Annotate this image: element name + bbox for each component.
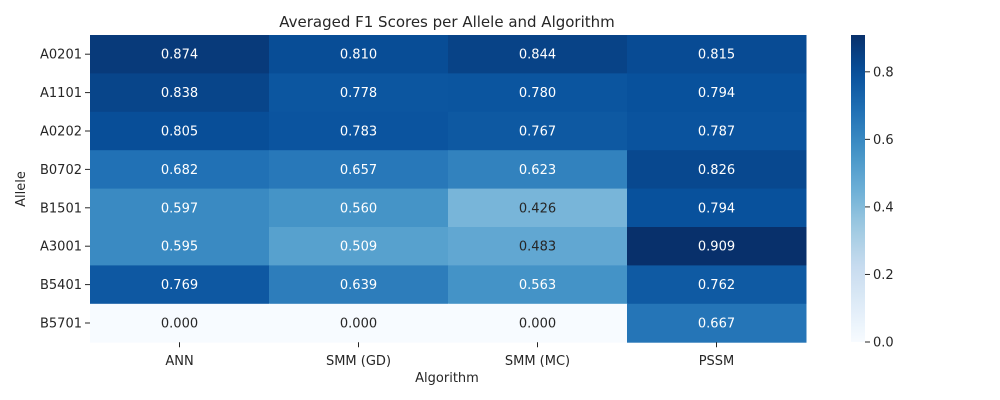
cell-value-label: 0.805 [161,125,198,140]
cell-value-label: 0.682 [161,163,198,178]
cell-value-label: 0.000 [161,317,198,332]
heatmap-cell [269,111,449,151]
colorbar-tick-label: 0.0 [873,336,894,351]
colorbar-tick-label: 0.2 [873,268,894,283]
row-label: B1501 [40,201,82,216]
colorbar [851,35,865,342]
heatmap-cell [90,73,270,113]
row-label: B5401 [40,278,82,293]
cell-value-label: 0.844 [519,48,556,63]
cell-value-label: 0.000 [519,317,556,332]
heatmap-cell [448,227,628,266]
cell-value-label: 0.657 [340,163,377,178]
cell-value-label: 0.909 [698,240,735,255]
cell-value-label: 0.623 [519,163,556,178]
cell-value-label: 0.509 [340,240,377,255]
heatmap-cell [90,111,270,151]
chart-title: Averaged F1 Scores per Allele and Algori… [279,13,615,31]
cell-value-label: 0.639 [340,278,377,293]
heatmap-cell [448,303,628,343]
y-axis-label: Allele [14,171,29,207]
cell-value-label: 0.560 [340,201,377,216]
cell-value-label: 0.815 [698,48,735,63]
cell-value-label: 0.769 [161,278,198,293]
cell-value-label: 0.595 [161,240,198,255]
cell-value-label: 0.794 [698,201,735,216]
row-label: B5701 [40,317,82,332]
x-axis-label: Algorithm [415,371,479,386]
colorbar-tick-label: 0.4 [873,200,894,215]
heatmap-cell [269,35,449,74]
cell-value-label: 0.787 [698,125,735,140]
heatmap-cell [627,150,807,190]
heatmap-cell [627,265,807,305]
cell-value-label: 0.597 [161,201,198,216]
cell-value-label: 0.780 [519,86,556,101]
heatmap-cell [90,35,270,74]
colorbar-tick-label: 0.6 [873,133,894,148]
row-label: A1101 [40,86,82,101]
cell-value-label: 0.767 [519,125,556,140]
column-label: PSSM [699,354,735,369]
column-label: SMM (MC) [505,354,570,369]
heatmap-cell [90,265,270,305]
heatmap-cell [627,303,807,343]
heatmap-cell [269,227,449,266]
heatmap-cells: 0.874 0.810 0.844 0.815 0.838 0.778 0.780 0.794… [90,35,807,343]
cell-value-label: 0.810 [340,48,377,63]
heatmap-cell [627,35,807,74]
cell-value-label: 0.794 [698,86,735,101]
cell-value-label: 0.762 [698,278,735,293]
heatmap-cell [448,150,628,190]
heatmap-cell [448,265,628,305]
heatmap-cell [269,265,449,305]
heatmap-cell [448,188,628,228]
row-label: A0202 [40,125,82,140]
heatmap-cell [90,188,270,228]
row-label: A0201 [40,48,82,63]
heatmap-cell [90,303,270,343]
heatmap-cell [269,188,449,228]
column-label: ANN [165,354,193,369]
heatmap-cell [269,150,449,190]
row-labels: A0201 A1101 A0202 B0702 B1501 A3001 B5401 B5701 [40,48,90,332]
heatmap-cell [627,111,807,151]
heatmap-cell [90,227,270,266]
column-labels: ANN SMM (GD) SMM (MC) PSSM [165,342,734,369]
heatmap-cell [269,303,449,343]
heatmap-cell [269,73,449,113]
column-label: SMM (GD) [326,354,391,369]
heatmap-cell [448,35,628,74]
heatmap-cell [627,73,807,113]
heatmap-cell [627,227,807,266]
cell-value-label: 0.000 [340,317,377,332]
colorbar-ticks: 0.0 0.2 0.4 0.6 0.8 [865,65,894,351]
cell-value-label: 0.563 [519,278,556,293]
cell-value-label: 0.483 [519,240,556,255]
cell-value-label: 0.667 [698,317,735,332]
row-label: B0702 [40,163,82,178]
cell-value-label: 0.778 [340,86,377,101]
cell-value-label: 0.826 [698,163,735,178]
cell-value-label: 0.426 [519,201,556,216]
cell-value-label: 0.783 [340,125,377,140]
cell-value-label: 0.874 [161,48,198,63]
colorbar-tick-label: 0.8 [873,65,894,80]
heatmap-cell [448,73,628,113]
row-label: A3001 [40,240,82,255]
heatmap-cell [90,150,270,190]
cell-value-label: 0.838 [161,86,198,101]
heatmap-cell [627,188,807,228]
heatmap-cell [448,111,628,151]
